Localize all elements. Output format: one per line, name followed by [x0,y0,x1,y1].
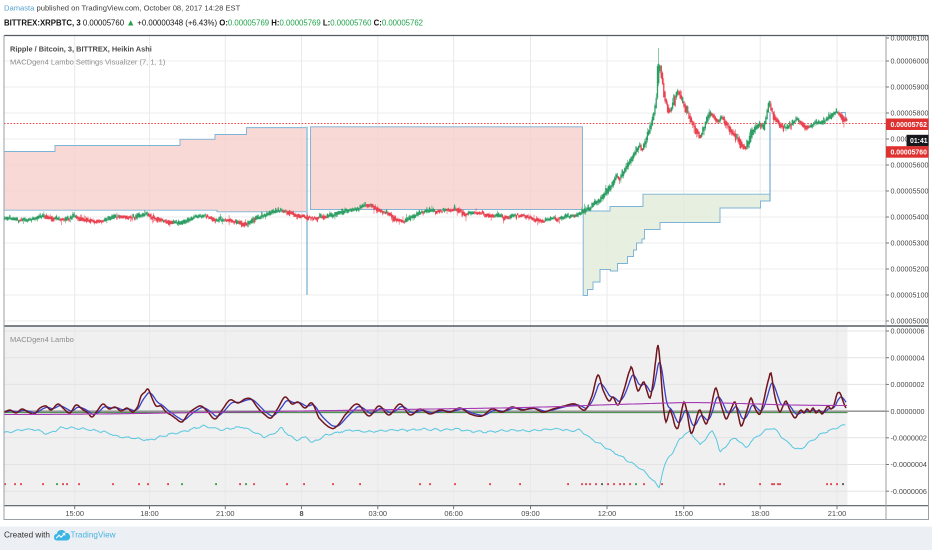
svg-text:12:00: 12:00 [598,509,617,518]
svg-text:MACDgen4 Lambo Settings Visual: MACDgen4 Lambo Settings Visualizer (7, 1… [10,58,166,67]
svg-text:0.00005760: 0.00005760 [891,149,928,156]
svg-text:MACDgen4 Lambo: MACDgen4 Lambo [10,335,74,344]
svg-text:21:00: 21:00 [828,509,847,518]
svg-text:01:41: 01:41 [910,138,928,145]
svg-text:0.0000000: 0.0000000 [891,407,925,416]
svg-text:TradingView: TradingView [71,531,116,540]
svg-text:BITTREX:XRPBTC, 3 0.00005760: BITTREX:XRPBTC, 3 0.00005760 ▲ +0.000003… [4,18,423,28]
svg-text:-0.0000002: -0.0000002 [891,434,927,443]
svg-text:0.00006000: 0.00006000 [891,57,929,66]
svg-text:15:00: 15:00 [674,509,693,518]
svg-text:-0.0000004: -0.0000004 [891,460,927,469]
svg-text:0.00005600: 0.00005600 [891,161,929,170]
svg-text:Damasta published on TradingVi: Damasta published on TradingView.com, Oc… [4,4,241,13]
svg-text:06:00: 06:00 [444,509,463,518]
svg-text:0.0000002: 0.0000002 [891,380,925,389]
svg-text:18:00: 18:00 [751,509,770,518]
svg-text:0.0000006: 0.0000006 [891,327,925,336]
svg-text:0.00005500: 0.00005500 [891,187,929,196]
svg-text:0.00005900: 0.00005900 [891,83,929,92]
svg-text:0.00005400: 0.00005400 [891,213,929,222]
svg-text:0.00005762: 0.00005762 [891,122,928,129]
svg-text:8: 8 [299,509,303,518]
svg-text:0.00005100: 0.00005100 [891,291,929,300]
svg-text:-0.0000006: -0.0000006 [891,487,927,496]
svg-text:Created with: Created with [4,531,50,540]
svg-text:03:00: 03:00 [369,509,388,518]
svg-text:0.00006100: 0.00006100 [891,34,929,43]
svg-text:0.00005000: 0.00005000 [891,317,929,326]
svg-text:15:00: 15:00 [65,509,84,518]
svg-text:0.0000004: 0.0000004 [891,353,925,362]
svg-text:21:00: 21:00 [216,509,235,518]
svg-text:0.00005200: 0.00005200 [891,265,929,274]
svg-text:0.00005300: 0.00005300 [891,239,929,248]
svg-text:0.00005800: 0.00005800 [891,109,929,118]
svg-text:18:00: 18:00 [140,509,159,518]
svg-text:Ripple / Bitcoin, 3, BITTREX,: Ripple / Bitcoin, 3, BITTREX, Heikin Ash… [10,45,152,54]
svg-text:09:00: 09:00 [521,509,540,518]
